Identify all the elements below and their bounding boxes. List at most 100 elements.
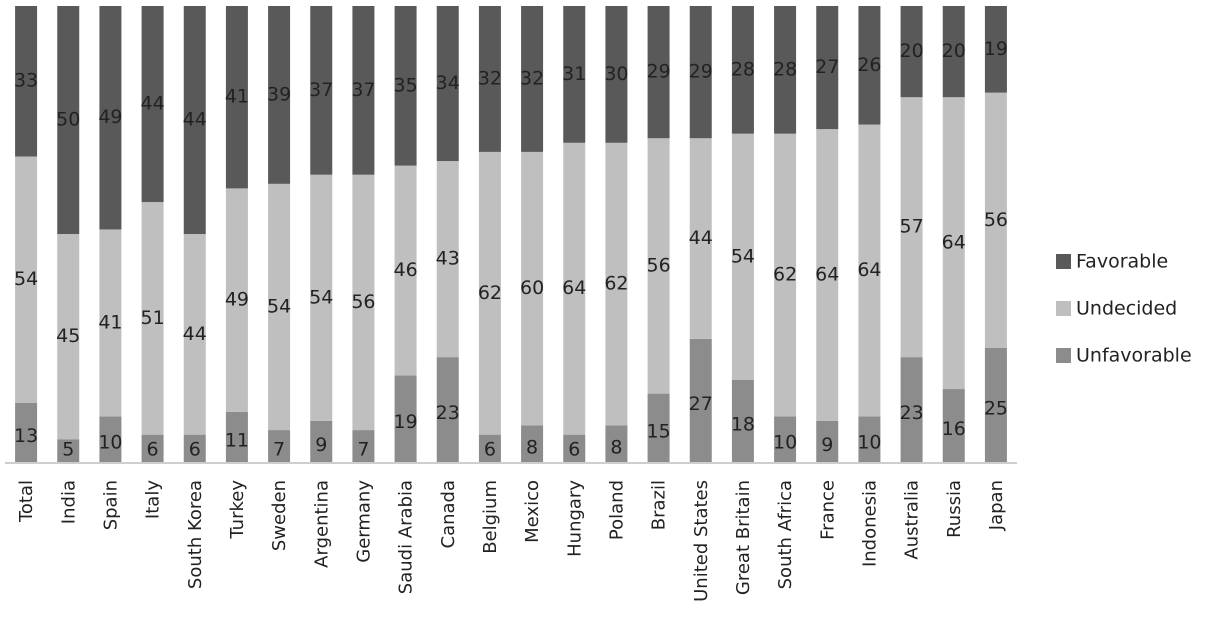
value-label-poland-unfavorable: 8: [610, 436, 622, 458]
value-label-indonesia-favorable: 26: [857, 54, 881, 76]
bar-germany-unfavorable: [352, 430, 375, 462]
value-label-belgium-favorable: 32: [478, 67, 502, 89]
value-label-mexico-favorable: 32: [520, 67, 544, 89]
category-label-germany: Germany: [353, 480, 374, 563]
bar-indonesia-favorable: [858, 6, 881, 125]
value-label-australia-unfavorable: 23: [899, 402, 923, 424]
value-label-japan-unfavorable: 25: [984, 398, 1008, 420]
bar-sweden-unfavorable: [268, 430, 291, 462]
bar-brazil-unfavorable: [647, 393, 670, 462]
legend-label-undecided: Undecided: [1076, 298, 1177, 320]
value-label-hungary-favorable: 31: [562, 63, 586, 85]
bar-russia-unfavorable: [942, 389, 965, 462]
bar-france-undecided: [816, 129, 839, 421]
category-label-great-britain: Great Britain: [733, 480, 754, 595]
value-label-hungary-unfavorable: 6: [568, 439, 580, 461]
bar-india-unfavorable: [57, 439, 80, 462]
bar-united-states-favorable: [689, 6, 712, 139]
bar-saudi-arabia-favorable: [394, 6, 417, 166]
value-label-united-states-undecided: 44: [689, 227, 713, 249]
bar-belgium-unfavorable: [478, 434, 501, 462]
value-label-france-undecided: 64: [815, 264, 839, 286]
bar-total-undecided: [15, 156, 38, 403]
category-label-poland: Poland: [606, 480, 627, 540]
bar-spain-unfavorable: [99, 416, 122, 462]
value-label-great-britain-favorable: 28: [731, 58, 755, 80]
value-label-south-africa-favorable: 28: [773, 58, 797, 80]
category-label-brazil: Brazil: [649, 480, 670, 530]
value-label-brazil-unfavorable: 15: [646, 420, 670, 442]
bar-russia-undecided: [942, 97, 965, 390]
bar-canada-undecided: [436, 161, 459, 358]
bar-spain-undecided: [99, 229, 122, 417]
bar-mexico-favorable: [521, 6, 544, 152]
category-label-australia: Australia: [902, 480, 923, 560]
value-label-turkey-undecided: 49: [225, 289, 249, 311]
value-label-mexico-unfavorable: 8: [526, 436, 538, 458]
bar-hungary-favorable: [563, 6, 586, 143]
value-label-india-favorable: 50: [56, 109, 80, 131]
bar-south-korea-undecided: [183, 234, 206, 435]
category-label-france: France: [817, 480, 838, 540]
category-label-russia: Russia: [944, 480, 965, 538]
bar-germany-undecided: [352, 174, 375, 431]
category-label-hungary: Hungary: [564, 480, 585, 557]
bar-south-africa-favorable: [774, 6, 797, 134]
value-label-belgium-undecided: 62: [478, 282, 502, 304]
bar-south-korea-favorable: [183, 6, 206, 234]
bar-saudi-arabia-unfavorable: [394, 375, 417, 462]
legend: Favorable Undecided Unfavorable: [1056, 251, 1192, 367]
bar-great-britain-unfavorable: [731, 379, 754, 462]
value-label-total-undecided: 54: [14, 268, 38, 290]
value-label-south-africa-undecided: 62: [773, 264, 797, 286]
bar-great-britain-undecided: [731, 133, 754, 380]
value-label-germany-undecided: 56: [351, 291, 375, 313]
value-label-sweden-unfavorable: 7: [273, 439, 285, 461]
bar-russia-favorable: [942, 6, 965, 98]
value-label-france-unfavorable: 9: [821, 434, 833, 456]
value-label-spain-favorable: 49: [98, 106, 122, 128]
bar-south-africa-unfavorable: [774, 416, 797, 462]
value-label-australia-undecided: 57: [899, 216, 923, 238]
category-label-argentina: Argentina: [311, 480, 332, 568]
bar-united-states-undecided: [689, 138, 712, 339]
bar-belgium-undecided: [478, 151, 501, 435]
bar-japan-unfavorable: [984, 348, 1007, 462]
value-label-germany-unfavorable: 7: [357, 439, 369, 461]
bar-total-unfavorable: [15, 402, 38, 462]
value-label-argentina-undecided: 54: [309, 286, 333, 308]
bar-poland-undecided: [605, 142, 628, 426]
value-label-sweden-favorable: 39: [267, 83, 291, 105]
category-label-indonesia: Indonesia: [859, 480, 880, 567]
bars-group: [15, 6, 1007, 462]
bar-poland-favorable: [605, 6, 628, 143]
category-label-mexico: Mexico: [522, 480, 543, 543]
value-label-italy-unfavorable: 6: [147, 439, 159, 461]
bar-italy-favorable: [141, 6, 164, 203]
bar-sweden-undecided: [268, 183, 291, 431]
bar-mexico-unfavorable: [521, 425, 544, 462]
value-label-canada-undecided: 43: [436, 248, 460, 270]
bar-argentina-favorable: [310, 6, 333, 175]
value-label-total-unfavorable: 13: [14, 425, 38, 447]
value-label-south-africa-unfavorable: 10: [773, 432, 797, 454]
bar-total-favorable: [15, 6, 38, 157]
bar-united-states-unfavorable: [689, 338, 712, 462]
bar-argentina-undecided: [310, 174, 333, 421]
category-label-south-korea: South Korea: [185, 480, 206, 589]
value-label-poland-undecided: 62: [604, 273, 628, 295]
bar-saudi-arabia-undecided: [394, 165, 417, 376]
bar-italy-undecided: [141, 202, 164, 435]
value-label-india-undecided: 45: [56, 325, 80, 347]
bar-turkey-unfavorable: [225, 411, 248, 462]
bar-indonesia-undecided: [858, 124, 881, 417]
value-label-indonesia-unfavorable: 10: [857, 432, 881, 454]
value-label-great-britain-undecided: 54: [731, 245, 755, 267]
bar-poland-unfavorable: [605, 425, 628, 462]
value-label-saudi-arabia-unfavorable: 19: [393, 411, 417, 433]
value-label-saudi-arabia-undecided: 46: [393, 259, 417, 281]
category-label-canada: Canada: [438, 480, 459, 549]
category-label-spain: Spain: [100, 480, 121, 530]
value-label-turkey-favorable: 41: [225, 86, 249, 108]
